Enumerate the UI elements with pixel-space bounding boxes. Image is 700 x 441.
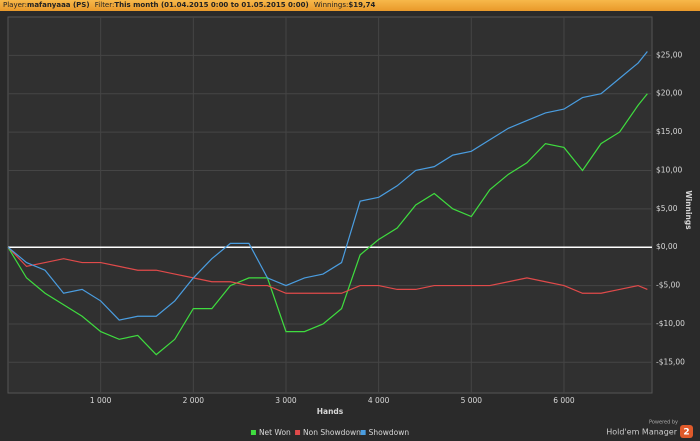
winnings-label: Winnings: [313, 1, 349, 9]
legend-label: Net Won [259, 428, 291, 437]
powered-by: Powered by [649, 420, 678, 426]
y-tick-label: -$10,00 [656, 319, 685, 328]
legend-label: Non Showdown [303, 428, 361, 437]
y-axis-title: Winnings [684, 190, 693, 230]
winnings: $19,74 [348, 1, 376, 9]
legend-label: Showdown [369, 428, 410, 437]
y-tick-label: $5,00 [656, 204, 678, 213]
player-label: Player: [3, 1, 28, 9]
brand-logo [680, 425, 693, 438]
x-tick-label: 2 000 [183, 396, 205, 405]
series-line [7, 51, 648, 321]
x-axis-title: Hands [317, 407, 344, 416]
filter-label: Filter: [94, 1, 115, 9]
x-tick-label: 3 000 [275, 396, 297, 405]
x-tick-label: 1 000 [90, 396, 112, 405]
brand-version: 2 [683, 428, 689, 438]
legend-swatch [360, 430, 366, 435]
chart: Hands Winnings Powered by Hold'em Manage… [7, 16, 693, 438]
y-tick-label: $20,00 [656, 89, 682, 98]
y-tick-label: $0,00 [656, 242, 678, 251]
filter: This month (01.04.2015 0:00 to 01.05.201… [114, 1, 309, 9]
player: mafanyaaa (PS) [27, 1, 90, 9]
series-line [7, 93, 648, 356]
brand: Hold'em Manager [606, 428, 677, 437]
legend-swatch [250, 430, 256, 435]
x-tick-label: 5 000 [461, 396, 483, 405]
plot-area [7, 16, 653, 394]
y-tick-label: $10,00 [656, 165, 682, 174]
y-tick-label: $15,00 [656, 127, 682, 136]
x-tick-label: 6 000 [553, 396, 575, 405]
x-tick-label: 4 000 [368, 396, 390, 405]
legend-swatch [295, 430, 301, 435]
y-tick-label: -$5,00 [656, 281, 680, 290]
y-tick-label: -$15,00 [656, 357, 685, 366]
series-line [7, 246, 648, 294]
y-tick-label: $25,00 [656, 50, 682, 59]
header-bar: Player:mafanyaaa (PS) Filter:This month … [0, 0, 700, 11]
